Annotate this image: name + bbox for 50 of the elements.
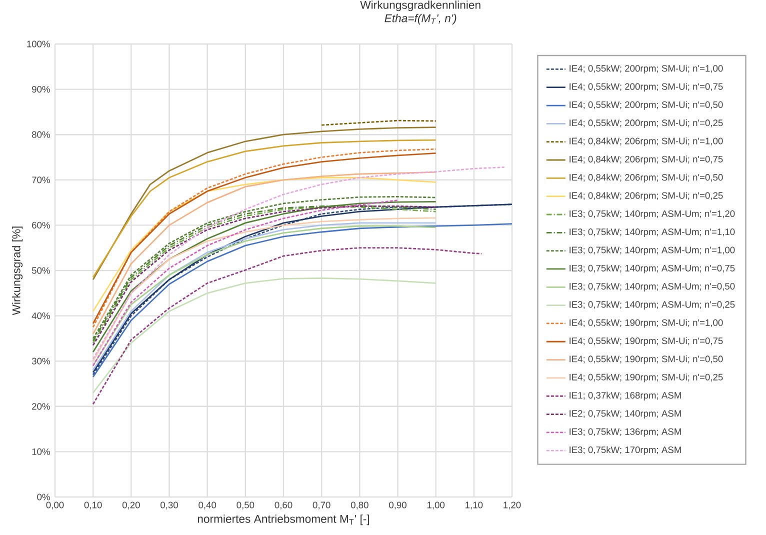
y-tick-label: 100% — [27, 40, 50, 48]
y-axis-title: Wirkungsgrad [%] — [12, 226, 23, 316]
x-tick-label: 1,10 — [466, 502, 483, 510]
y-tick-label: 60% — [32, 222, 50, 228]
y-tick-label: 70% — [32, 176, 50, 184]
legend-label: IE3; 0,75kW; 136rpm; ASM — [570, 428, 681, 437]
y-tick-label: 80% — [32, 131, 50, 138]
y-tick-label: 30% — [32, 358, 50, 364]
legend-label: IE3; 0,75kW; 140rpm; ASM-Um; n'=0,25 — [570, 300, 735, 310]
x-tick-label: 0,10 — [84, 502, 102, 510]
x-tick-label: 0,30 — [160, 502, 178, 510]
x-axis-title: normiertes Antriebsmoment M$_{T}$' [-] — [198, 514, 370, 526]
x-tick-label: 0,40 — [198, 502, 216, 510]
legend-label: IE3; 0,75kW; 140rpm; ASM-Um; n'=0,75 — [570, 264, 735, 274]
x-tick-label: 0,20 — [122, 502, 140, 510]
x-tick-label: 0,60 — [274, 502, 292, 510]
x-tick-label: 0,50 — [236, 502, 254, 510]
x-tick-label: 0,70 — [312, 502, 330, 510]
y-tick-label: 50% — [32, 267, 50, 274]
legend-label: IE4; 0,84kW; 206rpm; SM-Ui; n'=0,50 — [570, 174, 723, 182]
legend-label: IE3; 0,75kW; 140rpm; ASM-Um; n'=1,20 — [570, 210, 735, 219]
x-tick-label: 0,00 — [46, 502, 64, 510]
y-tick-label: 0% — [37, 494, 50, 500]
legend-label: IE4; 0,55kW; 190rpm; SM-Ui; n'=0,50 — [570, 355, 723, 364]
y-tick-label: 20% — [32, 403, 50, 410]
legend-label: IE4; 0,55kW; 200rpm; SM-Ui; n'=0,25 — [570, 119, 723, 128]
x-tick-label: 0,80 — [350, 502, 368, 510]
legend-label: IE3; 0,75kW; 170rpm; ASM — [570, 446, 681, 455]
y-tick-label: 40% — [32, 312, 50, 320]
legend-label: IE4; 0,55kW; 200rpm; SM-Ui; n'=1,00 — [570, 64, 723, 74]
legend-label: IE1; 0,37kW; 168rpm; ASM — [570, 392, 681, 400]
legend-label: IE4; 0,55kW; 190rpm; SM-Ui; n'=0,75 — [570, 337, 723, 346]
legend-label: IE4; 0,55kW; 190rpm; SM-Ui; n'=1,00 — [570, 319, 723, 328]
y-tick-label: 90% — [32, 86, 50, 93]
y-tick-label: 10% — [32, 448, 50, 455]
legend-label: IE4; 0,84kW; 206rpm; SM-Ui; n'=1,00 — [570, 137, 723, 146]
chart-title: Wirkungsgradkennlinien — [360, 0, 480, 12]
legend-label: IE4; 0,55kW; 200rpm; SM-Ui; n'=0,75 — [570, 82, 723, 92]
legend-label: IE3; 0,75kW; 140rpm; ASM-Um; n'=1,00 — [570, 246, 735, 256]
x-tick-label: 1,00 — [427, 502, 445, 510]
legend-label: IE2; 0,75kW; 140rpm; ASM — [570, 410, 681, 419]
legend-label: IE3; 0,75kW; 140rpm; ASM-Um; n'=0,50 — [570, 282, 735, 292]
x-tick-label: 1,20 — [504, 502, 521, 510]
legend-label: IE4; 0,55kW; 200rpm; SM-Ui; n'=0,50 — [570, 101, 723, 110]
legend-label: IE4; 0,84kW; 206rpm; SM-Ui; n'=0,25 — [570, 192, 723, 201]
legend-label: IE4; 0,84kW; 206rpm; SM-Ui; n'=0,75 — [570, 156, 723, 164]
legend-label: IE4; 0,55kW; 190rpm; SM-Ui; n'=0,25 — [570, 374, 723, 382]
legend-label: IE3; 0,75kW; 140rpm; ASM-Um; n'=1,10 — [570, 228, 735, 237]
x-tick-label: 0,90 — [389, 502, 406, 510]
chart-subtitle: Etha=f(M$_{T}$', n') — [384, 14, 456, 24]
